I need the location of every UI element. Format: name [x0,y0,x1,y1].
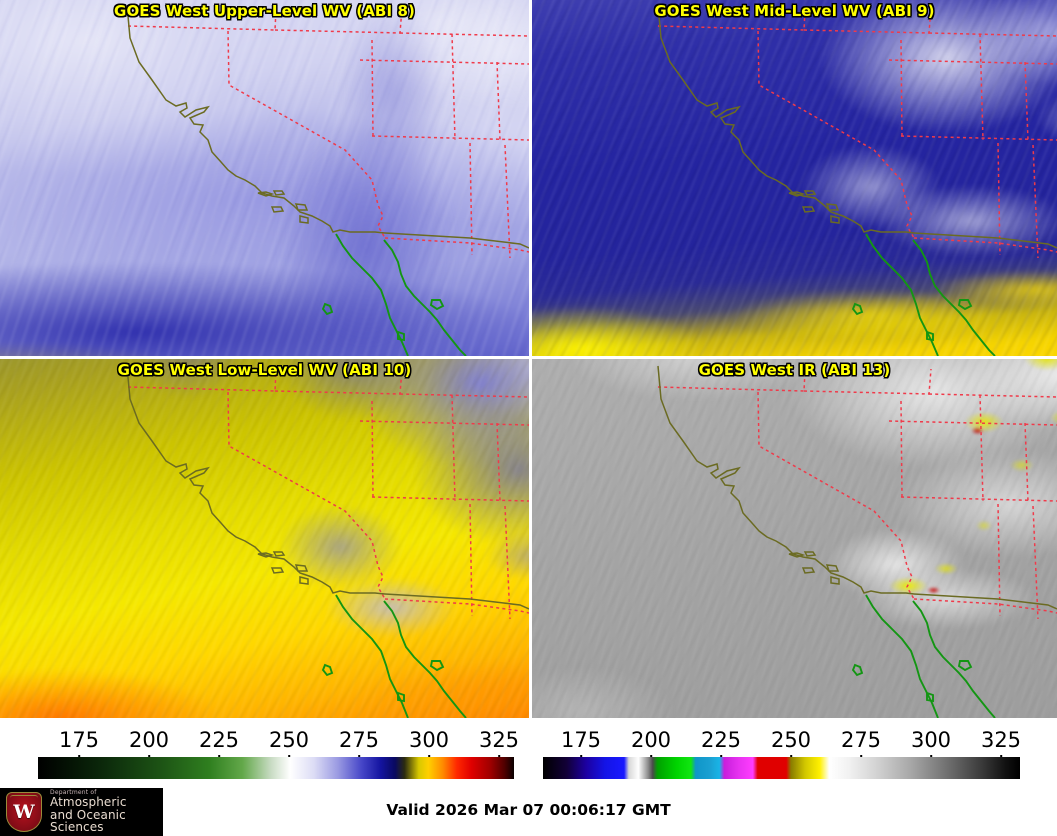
colorbar-ir-tick-labels: 175 200 225 250 275 300 325 [529,728,1057,752]
map-overlay-abi8 [0,0,529,356]
satellite-image-abi13 [532,359,1057,718]
cbar-wv-tick-3: 250 [268,728,310,752]
cbar-ir-tick-5: 300 [910,728,952,752]
uw-aos-logo: W Department of Atmospheric and Oceanic … [0,788,163,836]
satellite-image-abi9 [532,0,1057,356]
cbar-wv-tick-5: 300 [408,728,450,752]
cbar-wv-tick-1: 200 [128,728,170,752]
satellite-image-abi10 [0,359,529,718]
uw-crest-icon: W [6,792,42,832]
map-overlay-abi10 [0,359,529,718]
cbar-wv-tick-6: 325 [478,728,520,752]
cbar-ir-tick-0: 175 [560,728,602,752]
footer: W Department of Atmospheric and Oceanic … [0,788,1057,836]
cbar-ir-tick-6: 325 [980,728,1022,752]
cbar-ir-tick-3: 250 [770,728,812,752]
uw-wordmark: W [13,800,35,823]
map-overlay-abi9 [532,0,1057,356]
cbar-wv-tick-0: 175 [58,728,100,752]
logo-line-1: Atmospheric [50,795,127,810]
colorbar-water-vapor: 175 200 225 250 275 300 325 [0,718,529,836]
cbar-ir-tick-4: 275 [840,728,882,752]
colorbar-ir-gradient [543,757,1020,779]
colorbar-ir: 175 200 225 250 275 300 325 [529,718,1057,836]
logo-text-block: Department of Atmospheric and Oceanic Sc… [50,788,163,835]
logo-department-label: Department of [50,788,97,796]
cbar-wv-tick-4: 275 [338,728,380,752]
cbar-wv-tick-2: 225 [198,728,240,752]
satellite-image-abi8 [0,0,529,356]
colorbar-wv-gradient [38,757,514,779]
valid-time-label: Valid 2026 Mar 07 00:06:17 GMT [386,801,671,819]
panel-mid-level-wv[interactable]: GOES West Mid-Level WV (ABI 9) [532,0,1057,356]
cbar-ir-tick-2: 225 [700,728,742,752]
panel-ir[interactable]: GOES West IR (ABI 13) [532,359,1057,718]
panel-upper-level-wv[interactable]: GOES West Upper-Level WV (ABI 8) [0,0,529,356]
colorbar-wv-tick-labels: 175 200 225 250 275 300 325 [0,728,529,752]
panel-grid: GOES West Upper-Level WV (ABI 8) [0,0,1057,718]
map-overlay-abi13 [532,359,1057,718]
logo-line-2: and Oceanic Sciences [50,807,126,835]
panel-low-level-wv[interactable]: GOES West Low-Level WV (ABI 10) [0,359,529,718]
cbar-ir-tick-1: 200 [630,728,672,752]
